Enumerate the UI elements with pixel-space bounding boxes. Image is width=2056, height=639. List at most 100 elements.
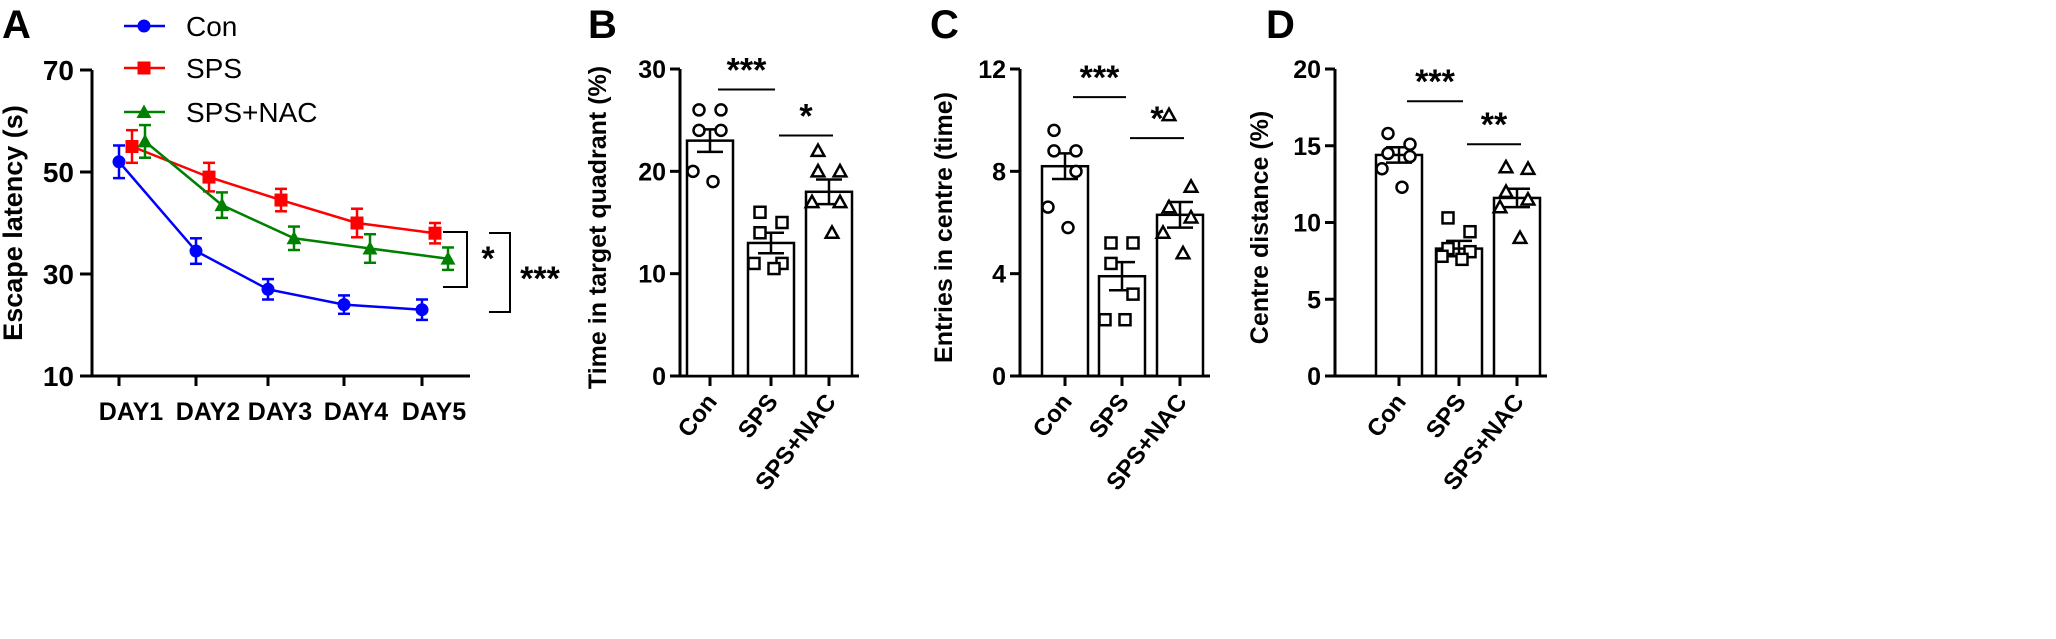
data-point <box>1182 177 1200 193</box>
data-point <box>261 282 275 296</box>
x-tick-label-a: DAY2 <box>176 398 240 426</box>
data-point <box>831 162 849 178</box>
sig-label: * <box>799 98 813 136</box>
data-point <box>1126 236 1140 250</box>
sig-label: *** <box>1080 59 1120 97</box>
data-point <box>1519 159 1537 176</box>
legend-label: Con <box>186 11 237 42</box>
data-point <box>1174 244 1192 260</box>
x-tick-label-a: DAY5 <box>402 398 466 426</box>
sig-label: ** <box>1481 106 1508 144</box>
series-con <box>112 144 429 322</box>
data-point <box>1098 312 1112 327</box>
bar <box>1040 164 1090 378</box>
y-axis-title: Time in target quadrant (%) <box>584 66 612 389</box>
x-tick-label: Con <box>1362 389 1412 442</box>
x-tick-label-a: DAY4 <box>324 398 388 426</box>
data-point <box>202 170 216 184</box>
legend-label: SPS <box>186 53 242 84</box>
data-point <box>686 164 700 179</box>
data-point <box>362 241 378 255</box>
legend-marker <box>137 61 151 75</box>
sig-label: *** <box>520 260 560 298</box>
y-axis-title: Centre distance (%) <box>1246 111 1274 344</box>
data-point <box>189 244 203 258</box>
data-point <box>692 123 706 138</box>
data-point <box>692 103 706 117</box>
data-point <box>1497 182 1515 199</box>
data-point <box>747 256 761 271</box>
legend-item: Con <box>124 11 237 42</box>
x-tick-label: Con <box>673 389 723 442</box>
bar <box>1492 196 1542 378</box>
data-point <box>350 216 364 230</box>
x-tick-label-a: DAY3 <box>248 398 312 426</box>
x-tick-label: SPS <box>733 389 784 443</box>
legend-item: SPS+NAC <box>124 97 318 128</box>
data-point <box>214 197 230 212</box>
x-tick-label: Con <box>1028 389 1078 442</box>
data-point <box>337 298 351 312</box>
y-tick-label: 20 <box>638 158 666 186</box>
panel-label: C <box>930 3 959 47</box>
y-tick-label: 10 <box>1293 210 1321 238</box>
y-tick-label: 30 <box>638 56 666 84</box>
data-point <box>775 215 789 230</box>
y-axis-title-a: Escape latency (s) <box>0 105 28 341</box>
legend-marker <box>136 104 152 118</box>
data-point <box>286 230 302 245</box>
data-point <box>1160 198 1178 214</box>
data-point <box>1047 123 1061 138</box>
data-point <box>125 140 139 153</box>
data-point <box>1047 144 1061 158</box>
data-point <box>753 205 767 220</box>
y-tick-label: 5 <box>1307 286 1321 314</box>
data-point <box>714 123 728 138</box>
data-point <box>809 162 827 178</box>
data-point <box>1118 312 1132 327</box>
x-tick-label: SPS <box>1084 389 1135 443</box>
y-tick-label: 0 <box>652 363 666 391</box>
data-point <box>1154 223 1172 240</box>
panel-b: B 0 10 20 30 Time in target quadrant (%) Con SP… <box>584 3 859 496</box>
data-point <box>803 193 821 209</box>
data-point <box>1463 244 1477 259</box>
y-tick-label-a: 70 <box>43 55 74 86</box>
data-point <box>137 133 153 148</box>
data-point <box>274 193 288 207</box>
data-point <box>1403 137 1417 151</box>
data-point <box>1441 211 1455 225</box>
data-point <box>1511 228 1529 245</box>
data-point <box>706 174 720 189</box>
data-point <box>1160 106 1178 122</box>
panel-label: D <box>1266 3 1295 47</box>
y-tick-label: 0 <box>992 363 1006 391</box>
data-point <box>714 103 728 117</box>
y-tick-label: 20 <box>1293 56 1321 84</box>
data-point <box>753 225 767 240</box>
legend-label: SPS+NAC <box>186 97 318 128</box>
data-point <box>428 226 442 240</box>
series-sps-nac <box>137 123 456 272</box>
data-point <box>1041 200 1055 214</box>
panel-label-a: A <box>2 3 31 47</box>
y-tick-label-a: 10 <box>43 361 74 392</box>
bar <box>804 190 854 378</box>
data-point <box>1104 236 1118 250</box>
y-tick-label: 0 <box>1307 363 1321 391</box>
data-point <box>1069 164 1083 179</box>
data-point <box>1519 190 1537 206</box>
y-tick-label: 12 <box>978 56 1006 84</box>
sig-bracket <box>489 232 511 313</box>
data-point <box>112 155 126 169</box>
sig-label: *** <box>1415 63 1455 101</box>
data-point <box>1403 149 1417 164</box>
data-point <box>1104 256 1118 271</box>
y-axis-title: Entries in centre (time) <box>930 92 958 363</box>
bar <box>1434 247 1484 378</box>
legend-item: SPS <box>124 53 242 84</box>
data-point <box>1491 198 1509 214</box>
panel-a: A 10 30 50 70 DAY1 DAY2 DAY3 DAY4 DAY5 Escape late… <box>0 3 561 426</box>
